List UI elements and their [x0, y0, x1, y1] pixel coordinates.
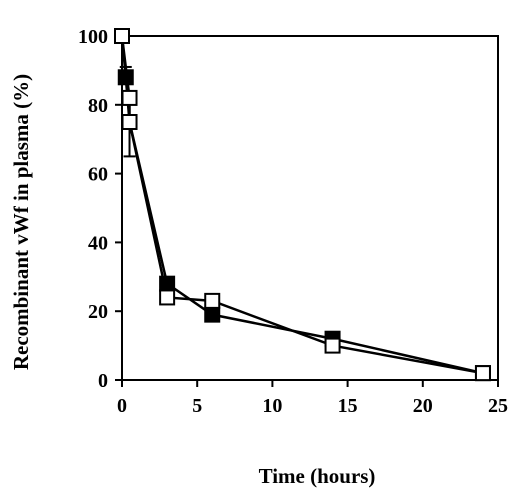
series-1-point	[159, 275, 176, 292]
series-2-point	[159, 289, 176, 306]
y-tick-label: 40	[88, 232, 108, 254]
x-ticks: 0 5 10 15 20 25	[117, 380, 508, 417]
axes	[121, 35, 499, 381]
series-2-point	[121, 89, 138, 106]
y-tick-label: 80	[88, 95, 108, 117]
y-tick-label: 20	[88, 301, 108, 323]
x-tick-label: 5	[192, 395, 202, 417]
x-tick-label: 20	[413, 395, 433, 417]
series-2-point	[324, 337, 341, 354]
y-tick-label: 0	[98, 370, 108, 392]
series-1-point	[204, 306, 221, 323]
plot-frame	[121, 35, 499, 381]
y-ticks: 0 20 40 60 80 100	[78, 26, 122, 392]
y-tick-label: 60	[88, 164, 108, 186]
series-2-point	[204, 292, 221, 309]
series-2-point	[474, 365, 491, 382]
series-2-point	[114, 28, 130, 44]
x-tick-label: 0	[117, 395, 127, 417]
series-1-line	[120, 35, 484, 375]
y-tick-label: 100	[78, 26, 108, 48]
x-axis-label: Time (hours)	[259, 464, 376, 488]
series-1-point	[117, 69, 134, 86]
series-2-line	[120, 35, 484, 375]
series-layer	[114, 28, 491, 382]
x-tick-label: 10	[262, 395, 282, 417]
y-axis-label: Recombinant vWf in plasma (%)	[9, 74, 33, 370]
x-tick-label: 25	[488, 395, 508, 417]
series-2-point	[121, 114, 138, 130]
x-tick-label: 15	[338, 395, 358, 417]
